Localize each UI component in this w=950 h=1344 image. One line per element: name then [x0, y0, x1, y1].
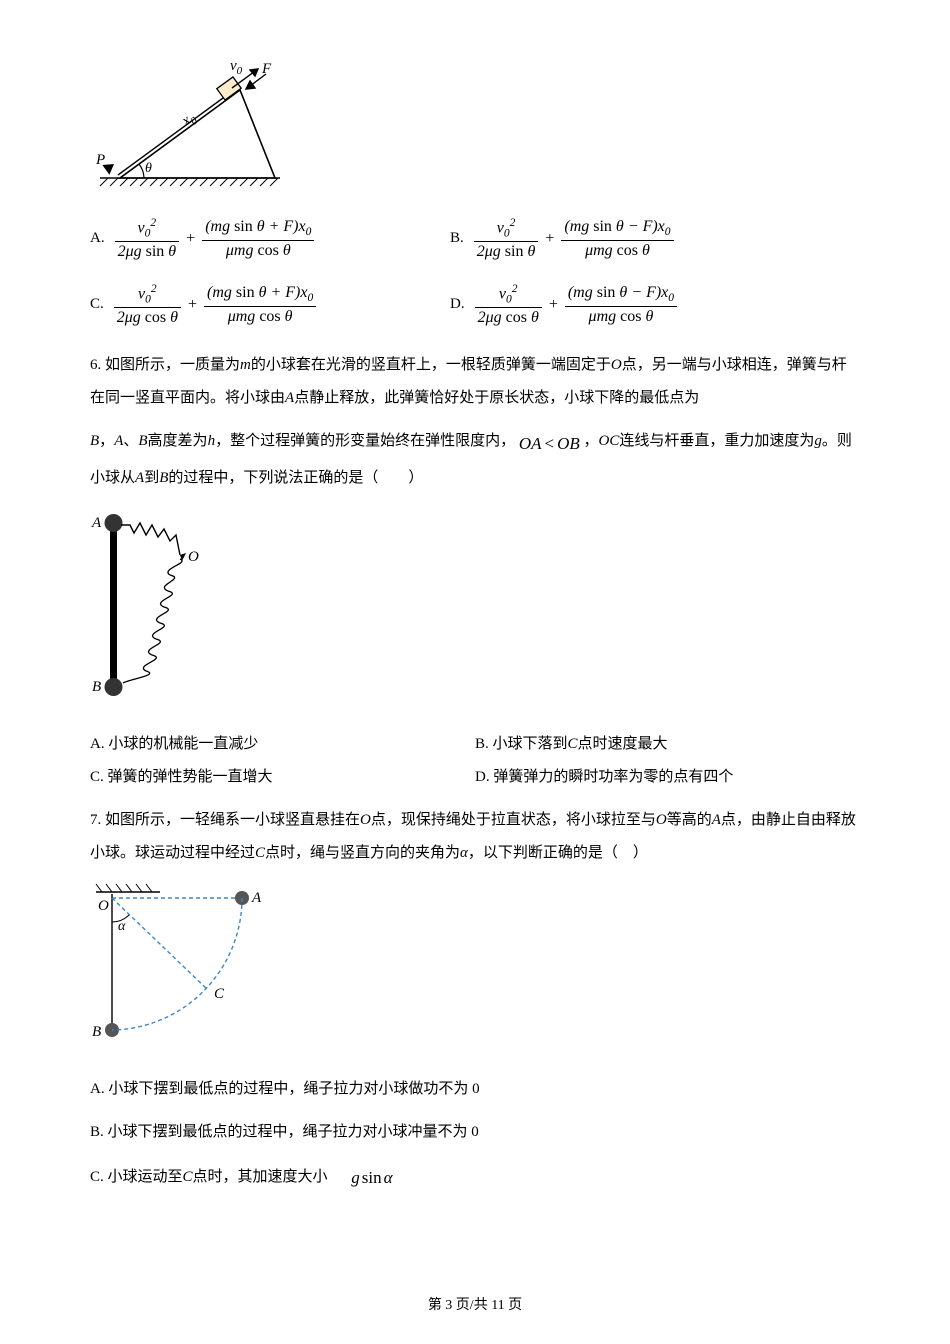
- q5-option-d: D. v02 2μg cos θ + (mg sin θ − F)x0 μmg …: [450, 283, 810, 327]
- q6-options-row1: A. 小球的机械能一直减少 B. 小球下落到C点时速度最大: [90, 728, 860, 761]
- q5-option-a: A. v02 2μg sin θ + (mg sin θ + F)x0 μmg …: [90, 217, 450, 261]
- option-label: D.: [450, 296, 465, 312]
- q7-figure: O A B C α: [90, 880, 860, 1055]
- q5-options-row1: A. v02 2μg sin θ + (mg sin θ + F)x0 μmg …: [90, 217, 860, 261]
- fraction: (mg sin θ + F)x0 μmg cos θ: [204, 284, 316, 325]
- q5-figure: θ v0 F P x0: [90, 60, 860, 195]
- svg-text:C: C: [214, 986, 225, 1002]
- q6-option-c: C. 弹簧的弹性势能一直增大: [90, 761, 475, 794]
- svg-text:A: A: [251, 890, 262, 906]
- svg-text:α: α: [118, 919, 126, 934]
- q7-option-b: B. 小球下摆到最低点的过程中，绳子拉力对小球冲量不为 0: [90, 1116, 860, 1149]
- option-label: B.: [450, 230, 464, 246]
- svg-text:O: O: [98, 898, 109, 914]
- theta-label: θ: [145, 161, 152, 176]
- q6-stem: 6. 如图所示，一质量为m的小球套在光滑的竖直杆上，一根轻质弹簧一端固定于O点，…: [90, 349, 860, 415]
- q7-option-a: A. 小球下摆到最低点的过程中，绳子拉力对小球做功不为 0: [90, 1073, 860, 1106]
- page-footer: 第 3 页/共 11 页: [0, 1294, 950, 1314]
- fraction: (mg sin θ + F)x0 μmg cos θ: [202, 218, 314, 259]
- fraction: v02 2μg cos θ: [475, 283, 542, 327]
- q5-option-b: B. v02 2μg sin θ + (mg sin θ − F)x0 μmg …: [450, 217, 810, 261]
- svg-text:v0: v0: [230, 60, 243, 77]
- svg-text:O: O: [188, 549, 199, 565]
- q7-option-c: C. 小球运动至C点时，其加速度大小 gsinα: [90, 1159, 860, 1196]
- page: θ v0 F P x0: [0, 0, 950, 1344]
- svg-text:B: B: [92, 679, 101, 695]
- q7-stem: 7. 如图所示，一轻绳系一小球竖直悬挂在O点，现保持绳处于拉直状态，将小球拉至与…: [90, 804, 860, 870]
- fraction: v02 2μg sin θ: [474, 217, 539, 261]
- q6-option-d: D. 弹簧弹力的瞬时功率为零的点有四个: [475, 761, 860, 794]
- option-label: C.: [90, 296, 104, 312]
- svg-text:P: P: [95, 152, 105, 168]
- q6-stem-line2: B，A、B高度差为h，整个过程弹簧的形变量始终在弹性限度内， OA<OB ，OC…: [90, 425, 860, 495]
- q6-options-row2: C. 弹簧的弹性势能一直增大 D. 弹簧弹力的瞬时功率为零的点有四个: [90, 761, 860, 794]
- q6-option-b: B. 小球下落到C点时速度最大: [475, 728, 860, 761]
- svg-text:F: F: [261, 61, 272, 77]
- svg-text:B: B: [92, 1024, 101, 1040]
- fraction: v02 2μg cos θ: [114, 283, 181, 327]
- q6-figure: A B O: [90, 505, 860, 710]
- svg-text:A: A: [91, 515, 102, 531]
- fraction: (mg sin θ − F)x0 μmg cos θ: [565, 284, 677, 325]
- option-label: A.: [90, 230, 105, 246]
- q6-option-a: A. 小球的机械能一直减少: [90, 728, 475, 761]
- q5-options-row2: C. v02 2μg cos θ + (mg sin θ + F)x0 μmg …: [90, 283, 860, 327]
- fraction: (mg sin θ − F)x0 μmg cos θ: [561, 218, 673, 259]
- fraction: v02 2μg sin θ: [115, 217, 180, 261]
- q5-option-c: C. v02 2μg cos θ + (mg sin θ + F)x0 μmg …: [90, 283, 450, 327]
